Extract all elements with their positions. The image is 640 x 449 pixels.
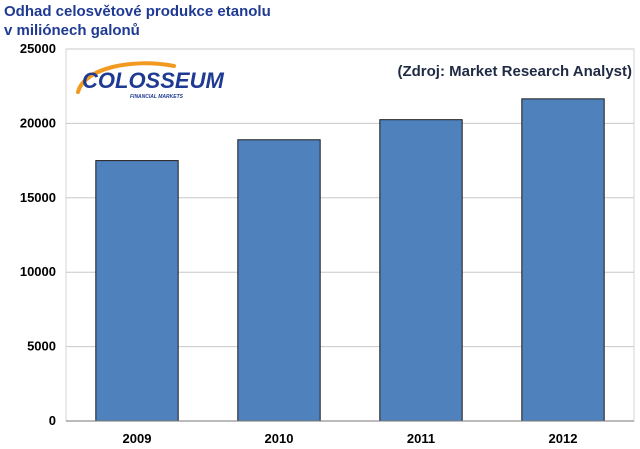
y-tick-label: 25000: [20, 41, 56, 56]
bar-2012: [521, 98, 605, 422]
x-tick-label: 2012: [549, 431, 578, 446]
bar-2011: [379, 119, 463, 422]
x-tick-label: 2009: [123, 431, 152, 446]
bars: [95, 98, 605, 422]
y-tick-label: 0: [49, 413, 56, 428]
y-tick-label: 20000: [20, 115, 56, 130]
logo-swoosh-icon: [76, 61, 176, 94]
chart-title: Odhad celosvětové produkce etanolu v mil…: [4, 2, 271, 40]
bar-2009: [95, 160, 179, 422]
x-axis-ticks: 2009 2010 2011 2012: [123, 431, 578, 446]
bar-2010: [237, 139, 321, 422]
logo-wordmark: COLOSSEUM: [82, 68, 224, 93]
colosseum-logo: COLOSSEUM FINANCIAL MARKETS: [76, 61, 224, 100]
x-tick-label: 2010: [265, 431, 294, 446]
source-note: (Zdroj: Market Research Analyst): [397, 63, 632, 80]
y-tick-label: 10000: [20, 264, 56, 279]
x-tick-label: 2011: [407, 431, 435, 446]
y-tick-label: 5000: [27, 339, 56, 354]
logo-tagline: FINANCIAL MARKETS: [130, 94, 184, 100]
y-axis-ticks: 0 5000 10000 15000 20000 25000: [20, 41, 56, 428]
chart-title-line-2: v miliónech galonů: [4, 22, 140, 39]
y-tick-label: 15000: [20, 190, 56, 205]
chart-title-line-1: Odhad celosvětové produkce etanolu: [4, 3, 271, 20]
